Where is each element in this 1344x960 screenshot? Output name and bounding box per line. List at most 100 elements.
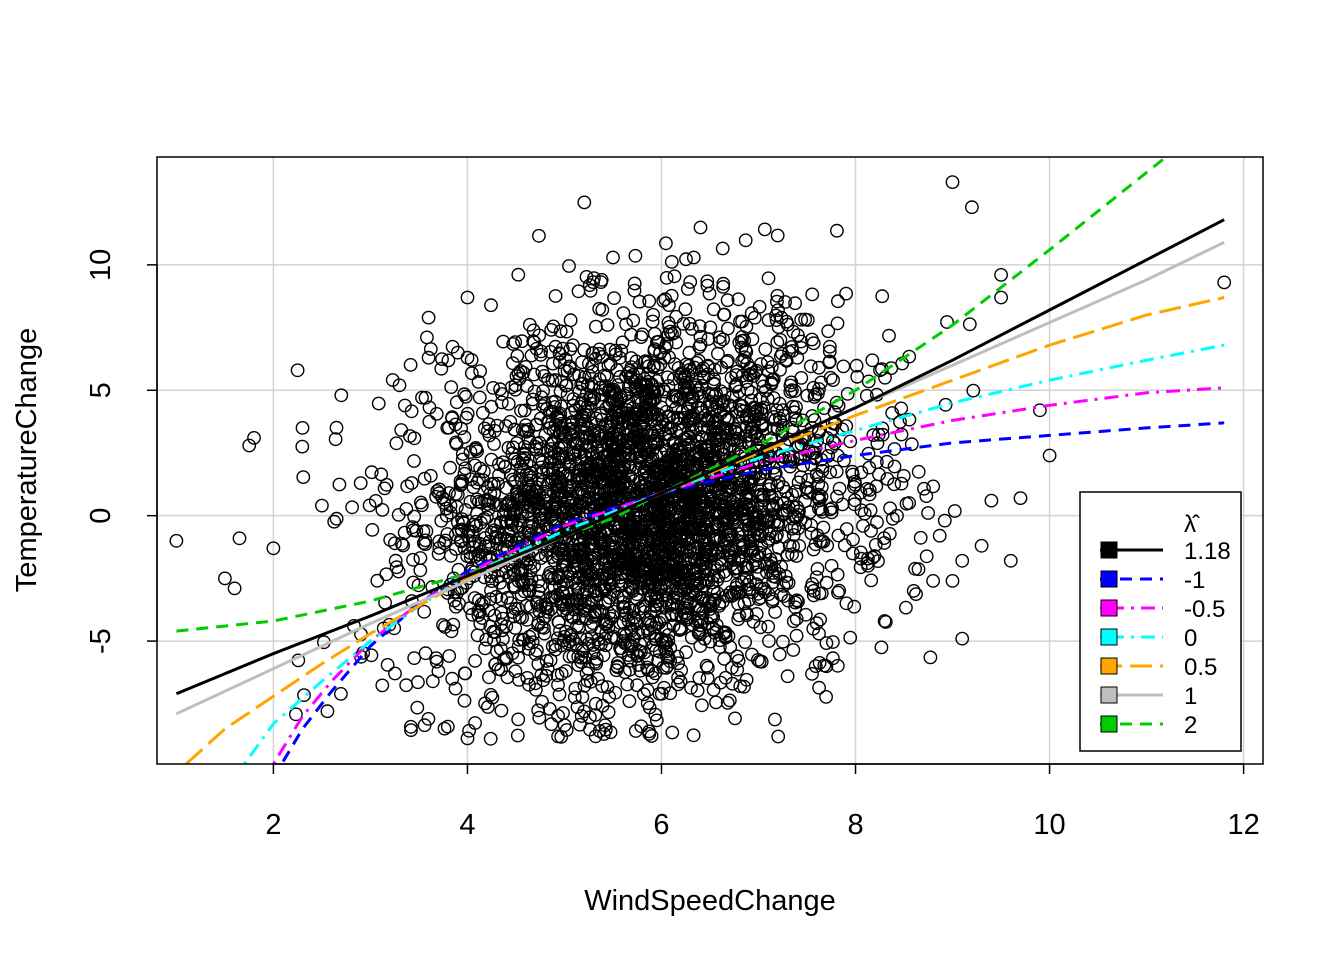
- data-point: [808, 659, 823, 673]
- data-point: [457, 693, 472, 708]
- legend-swatch: [1100, 657, 1118, 675]
- data-point: [568, 681, 583, 696]
- data-point: [829, 464, 844, 479]
- data-point: [507, 422, 522, 437]
- data-point: [718, 629, 733, 644]
- data-point: [770, 335, 785, 350]
- data-point: [1217, 275, 1232, 290]
- data-point: [535, 694, 549, 709]
- data-point: [488, 657, 502, 672]
- data-point: [523, 488, 537, 503]
- data-point: [473, 364, 487, 378]
- data-point: [788, 296, 802, 311]
- data-point: [661, 315, 676, 330]
- data-point: [696, 369, 711, 384]
- data-point: [585, 475, 600, 490]
- data-point: [583, 283, 598, 298]
- data-point: [732, 384, 746, 399]
- data-point: [583, 391, 598, 406]
- data-point: [794, 437, 809, 452]
- data-point: [601, 358, 616, 373]
- data-point: [722, 524, 736, 539]
- data-point: [574, 377, 589, 391]
- legend-swatch: [1100, 570, 1118, 588]
- data-point: [904, 437, 919, 452]
- data-point: [411, 578, 426, 593]
- data-point: [671, 670, 685, 685]
- data-point: [590, 562, 604, 577]
- data-point: [572, 542, 587, 556]
- data-point: [529, 436, 544, 451]
- data-point: [388, 553, 403, 568]
- data-point: [647, 343, 662, 358]
- data-point: [577, 195, 592, 210]
- data-point: [745, 536, 759, 551]
- data-point: [599, 369, 614, 383]
- data-point: [365, 523, 380, 537]
- data-point: [729, 377, 744, 392]
- data-point: [460, 549, 475, 563]
- data-point: [562, 259, 576, 273]
- data-point: [406, 552, 420, 567]
- data-point: [490, 418, 504, 433]
- data-point: [632, 644, 647, 658]
- data-point: [721, 513, 736, 528]
- data-point: [657, 680, 671, 695]
- data-point: [523, 578, 538, 592]
- data-point: [421, 310, 436, 325]
- data-point: [626, 313, 641, 328]
- y-axis-label: TemperatureChange: [11, 328, 43, 592]
- data-point: [823, 465, 838, 480]
- data-point: [472, 390, 487, 405]
- data-point: [666, 570, 680, 585]
- fit-line-0: [243, 343, 1225, 764]
- data-point: [814, 586, 829, 601]
- data-point: [776, 589, 791, 603]
- data-point: [887, 459, 902, 474]
- data-point: [541, 372, 555, 387]
- data-point: [717, 533, 732, 548]
- data-point: [711, 545, 726, 559]
- data-point: [636, 384, 650, 399]
- data-point: [650, 384, 665, 399]
- data-point: [637, 687, 651, 702]
- data-point: [501, 440, 516, 455]
- data-point: [483, 619, 498, 634]
- data-point: [819, 659, 834, 674]
- data-point: [583, 567, 597, 582]
- data-point: [611, 553, 626, 568]
- data-point: [578, 594, 592, 609]
- data-point: [548, 642, 563, 657]
- data-point: [862, 483, 877, 497]
- data-point: [509, 369, 524, 383]
- data-point: [650, 411, 665, 426]
- data-point: [940, 315, 954, 329]
- data-point: [552, 615, 566, 630]
- data-point: [567, 424, 582, 439]
- data-point: [610, 363, 624, 377]
- data-point: [600, 318, 615, 332]
- data-point: [595, 679, 610, 693]
- data-point: [966, 383, 981, 398]
- data-point: [587, 532, 601, 547]
- data-point: [538, 507, 553, 522]
- data-point: [399, 678, 414, 693]
- data-point: [521, 518, 536, 533]
- data-point: [689, 355, 704, 370]
- data-point: [379, 477, 394, 492]
- data-point: [560, 636, 575, 651]
- data-point: [544, 442, 558, 456]
- data-point: [532, 710, 547, 725]
- data-point: [648, 707, 663, 722]
- data-point: [396, 538, 410, 553]
- data-point: [694, 523, 709, 538]
- data-point: [513, 504, 528, 519]
- data-point: [540, 461, 554, 476]
- data-point: [994, 267, 1008, 282]
- legend-box: [1079, 491, 1242, 752]
- data-point: [625, 645, 640, 659]
- data-point: [585, 392, 600, 407]
- data-point: [718, 670, 733, 685]
- data-point: [566, 392, 581, 406]
- data-point: [780, 503, 795, 518]
